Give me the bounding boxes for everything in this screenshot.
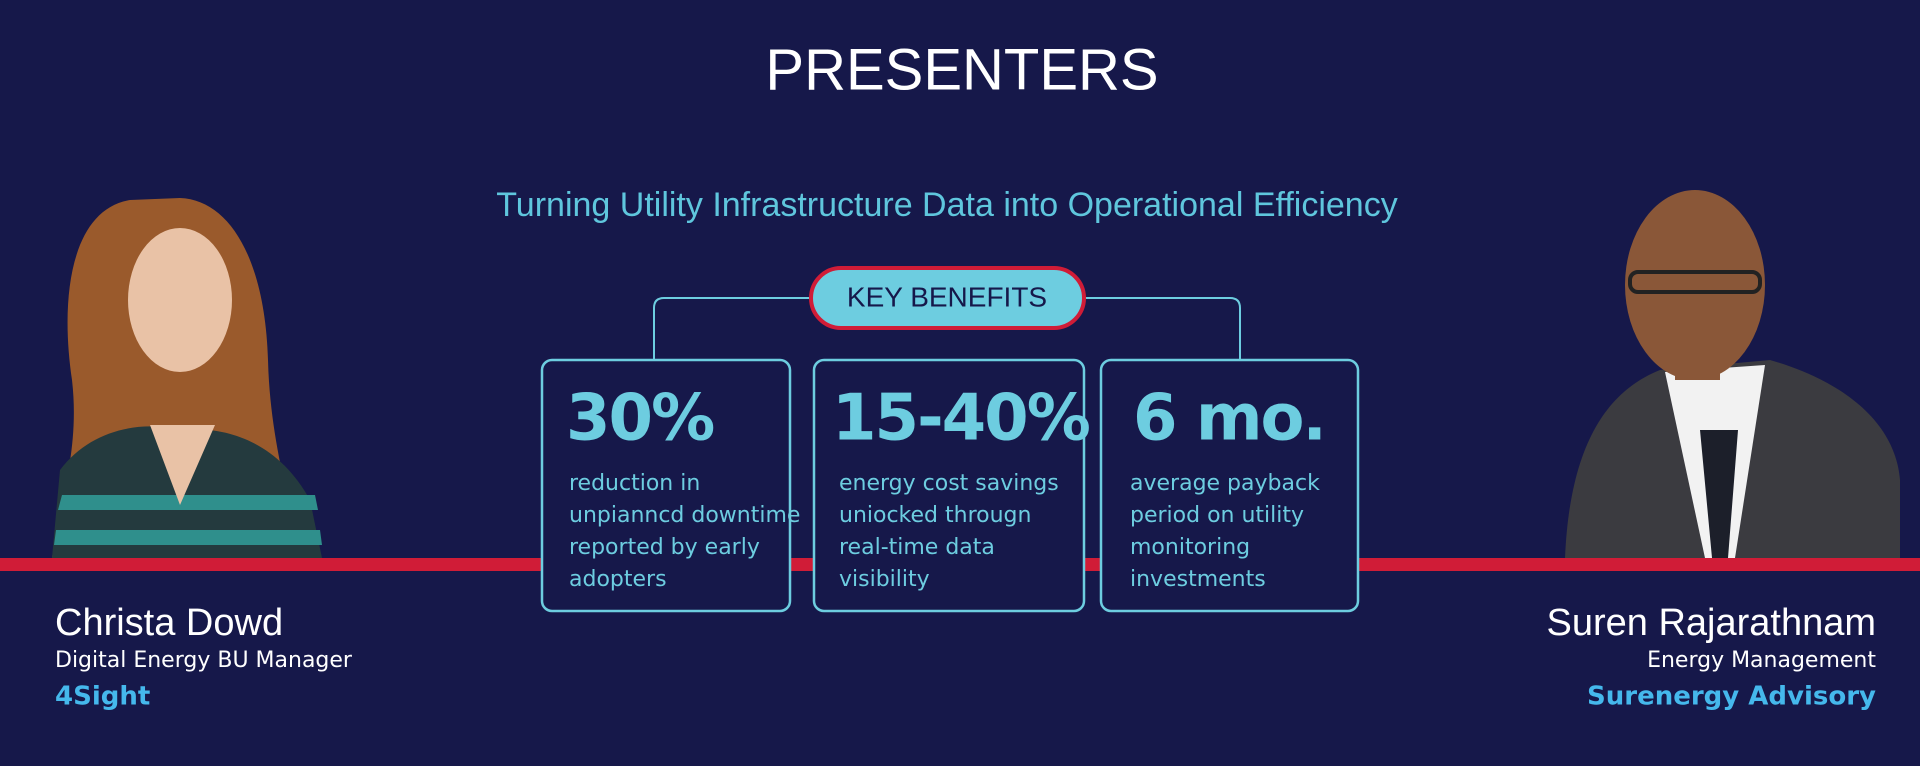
presenter-company: Surenergy Advisory (1587, 682, 1876, 712)
presenter-company: 4Sight (55, 682, 150, 712)
benefit-description: energy cost savings (839, 471, 1059, 496)
presenter-photo-left (52, 198, 322, 558)
benefit-value: 15-40% (832, 382, 1090, 456)
benefit-description: investments (1130, 567, 1266, 592)
benefit-description: uniocked througn (839, 503, 1031, 528)
benefit-description: real-time data (839, 535, 995, 560)
presenter-name: Christa Dowd (55, 602, 283, 644)
benefit-card (812, 358, 1086, 613)
benefit-value: 30% (566, 382, 714, 456)
key-benefits-pill (809, 266, 1086, 330)
benefit-card (1099, 358, 1360, 613)
presenter-photo-right (1565, 190, 1900, 558)
benefit-description: reported by early (569, 535, 760, 560)
presenter-name: Suren Rajarathnam (1546, 602, 1876, 644)
benefit-description: period on utility (1130, 503, 1304, 528)
subtitle: Turning Utility Infrastructure Data into… (496, 186, 1397, 224)
benefit-description: monitoring (1130, 535, 1250, 560)
benefit-description: visibility (839, 567, 930, 592)
benefit-description: average payback (1130, 471, 1320, 496)
presenter-role: Energy Management (1647, 648, 1876, 673)
key-benefits-label: KEY BENEFITS (847, 281, 1047, 312)
presenter-role: Digital Energy BU Manager (55, 648, 353, 673)
benefit-description: reduction in (569, 471, 700, 496)
benefit-card (540, 358, 792, 613)
connector (653, 297, 811, 360)
benefit-description: unpianncd downtime (569, 503, 800, 528)
benefit-description: adopters (569, 567, 667, 592)
benefit-value: 6 mo. (1133, 382, 1325, 456)
page-title: PRESENTERS (765, 37, 1158, 102)
connector (1084, 297, 1241, 360)
